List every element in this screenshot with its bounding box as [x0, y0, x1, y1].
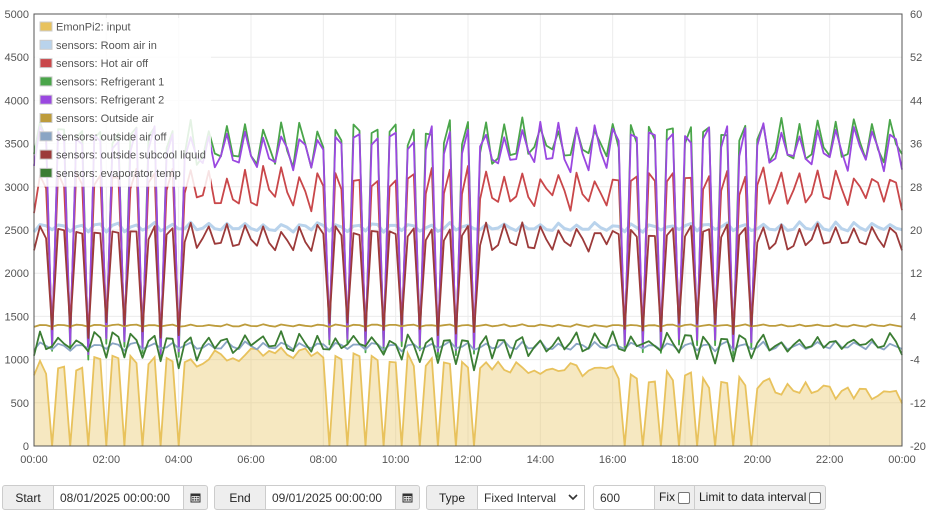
- x-tick-label: 20:00: [744, 454, 772, 466]
- legend-label-sensors-hot-air-off: sensors: Hot air off: [56, 58, 149, 70]
- x-tick-label: 04:00: [165, 454, 193, 466]
- x-tick-label: 00:00: [888, 454, 916, 466]
- legend-label-sensors-evaporator-temp: sensors: evaporator temp: [56, 168, 181, 180]
- series-line-evaporator-temp: [33, 330, 903, 372]
- x-tick-label: 00:00: [20, 454, 48, 466]
- start-date-field[interactable]: [54, 485, 184, 510]
- series-line-refrigerant-2: [33, 120, 903, 356]
- calendar-icon: [402, 493, 413, 503]
- x-tick-label: 12:00: [454, 454, 482, 466]
- graph-controls: Start End Type Fixed Interval Fix Limit …: [2, 484, 827, 511]
- x-tick-label: 06:00: [237, 454, 265, 466]
- y-right-tick-label: 60: [910, 9, 922, 21]
- y-right-tick-label: 28: [910, 182, 922, 194]
- series-line-outside-subcool-liquid: [33, 221, 903, 339]
- fix-addon: Fix: [655, 485, 695, 510]
- y-left-tick-label: 2500: [5, 225, 29, 237]
- x-tick-label: 22:00: [816, 454, 844, 466]
- x-tick-label: 08:00: [310, 454, 338, 466]
- legend-swatch-sensors-refrigerant-2: [39, 94, 53, 105]
- x-tick-label: 16:00: [599, 454, 627, 466]
- chart: 0 500 1000 1500 2000 2500 3000 3500 4000 4500 5000…: [5, 9, 926, 466]
- legend-swatch-sensors-outside-subcool-liquid: [39, 149, 53, 160]
- fix-checkbox[interactable]: [678, 491, 690, 504]
- x-tick-label: 02:00: [93, 454, 121, 466]
- y-right-axis: -20 -12 -4 4 12 20 28 36 44 52 60: [910, 9, 926, 453]
- legend-swatch-emonpi2-input: [39, 21, 53, 32]
- legend: EmonPi2: input sensors: Room air in sensor…: [35, 18, 211, 187]
- start-calendar-button[interactable]: [184, 485, 208, 510]
- y-left-axis: 0 500 1000 1500 2000 2500 3000 3500 4000 4500 5000: [5, 9, 29, 453]
- legend-label-sensors-outside-air-off: sensors: outside air off: [56, 131, 167, 143]
- end-calendar-button[interactable]: [396, 485, 420, 510]
- chevron-down-icon: [568, 494, 578, 501]
- y-left-tick-label: 5000: [5, 9, 29, 21]
- y-right-tick-label: -4: [910, 355, 920, 367]
- y-right-tick-label: 52: [910, 52, 922, 64]
- y-right-tick-label: -12: [910, 398, 926, 410]
- x-axis: 00:00 02:00 04:00 06:00 08:00 10:00 12:00 14:00…: [20, 454, 916, 466]
- legend-label-emonpi2-input: EmonPi2: input: [56, 22, 131, 34]
- y-left-tick-label: 0: [23, 441, 29, 453]
- y-right-tick-label: 36: [910, 139, 922, 151]
- legend-swatch-sensors-evaporator-temp: [39, 167, 53, 178]
- fix-label: Fix: [659, 490, 675, 504]
- legend-label-sensors-refrigerant-1: sensors: Refrigerant 1: [56, 76, 164, 88]
- y-left-tick-label: 4500: [5, 52, 29, 64]
- legend-label-sensors-refrigerant-2: sensors: Refrigerant 2: [56, 95, 164, 107]
- y-left-tick-label: 4000: [5, 95, 29, 107]
- y-right-tick-label: 20: [910, 225, 922, 237]
- legend-background: [35, 18, 211, 187]
- start-label: Start: [2, 485, 54, 510]
- x-tick-label: 14:00: [527, 454, 555, 466]
- limit-addon: Limit to data interval: [695, 485, 827, 510]
- legend-swatch-sensors-hot-air-off: [39, 58, 53, 69]
- y-left-tick-label: 1500: [5, 311, 29, 323]
- y-right-tick-label: -20: [910, 441, 926, 453]
- legend-label-sensors-room-air-in: sensors: Room air in: [56, 40, 157, 52]
- y-left-tick-label: 2000: [5, 268, 29, 280]
- legend-label-sensors-outside-air: sensors: Outside air: [56, 113, 154, 125]
- y-left-tick-label: 3500: [5, 139, 29, 151]
- calendar-icon: [190, 493, 201, 503]
- series-area-emonpi2-input: [34, 347, 902, 446]
- type-label: Type: [426, 485, 478, 510]
- legend-swatch-sensors-outside-air-off: [39, 131, 53, 142]
- y-left-tick-label: 500: [11, 398, 29, 410]
- interval-field[interactable]: [593, 485, 655, 510]
- y-right-tick-label: 44: [910, 95, 922, 107]
- type-select-value: Fixed Interval: [484, 490, 557, 505]
- type-select[interactable]: Fixed Interval: [478, 485, 585, 510]
- x-tick-label: 18:00: [671, 454, 699, 466]
- limit-label: Limit to data interval: [699, 490, 807, 504]
- plot-frame: [33, 13, 903, 447]
- y-right-tick-label: 12: [910, 268, 922, 280]
- y-left-tick-label: 1000: [5, 355, 29, 367]
- y-right-tick-label: 4: [910, 311, 916, 323]
- series-line-refrigerant-1: [33, 116, 903, 361]
- end-label: End: [214, 485, 266, 510]
- legend-swatch-sensors-refrigerant-1: [39, 76, 53, 87]
- x-tick-label: 10:00: [382, 454, 410, 466]
- series-layer: [32, 116, 903, 447]
- legend-swatch-sensors-outside-air: [39, 113, 53, 123]
- legend-label-sensors-outside-subcool-liquid: sensors: outside subcool liquid: [56, 150, 206, 162]
- end-date-field[interactable]: [266, 485, 396, 510]
- y-left-tick-label: 3000: [5, 182, 29, 194]
- legend-swatch-sensors-room-air-in: [39, 39, 53, 50]
- limit-checkbox[interactable]: [809, 491, 822, 504]
